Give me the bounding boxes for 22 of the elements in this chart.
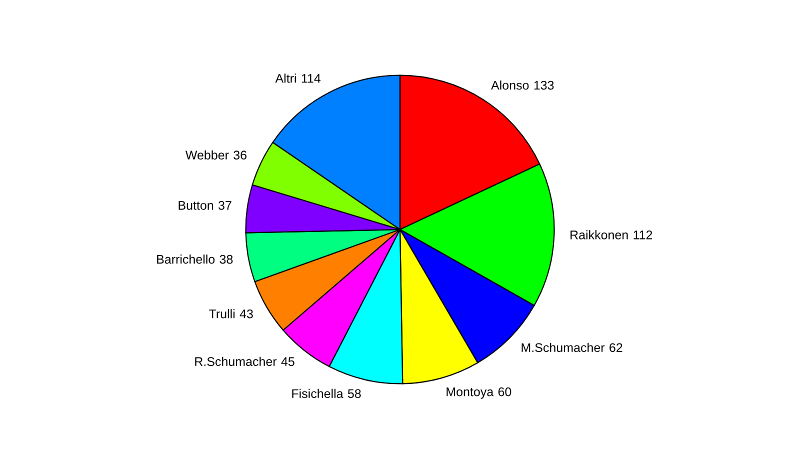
slice-label: Raikkonen — [570, 230, 628, 240]
slice-label: Webber — [185, 150, 229, 160]
slice-label: Montoya — [446, 388, 494, 399]
slice-label: Alonso — [491, 80, 529, 90]
data-label: 58 — [348, 389, 361, 398]
slice-label: Fisichella — [292, 388, 344, 398]
data-label: 38 — [220, 254, 233, 264]
slice-label: Barrichello — [157, 254, 215, 264]
data-label: 114 — [302, 74, 321, 83]
data-label: 37 — [218, 200, 232, 210]
data-label: 43 — [240, 309, 253, 318]
data-label: 45 — [281, 357, 294, 366]
data-label: 112 — [634, 230, 652, 240]
data-label: 60 — [498, 387, 512, 396]
slice-label: Altri — [275, 74, 296, 83]
slice-label: R.Schumacher — [195, 356, 277, 366]
slice-label: Button — [178, 201, 214, 210]
data-label: 62 — [610, 343, 622, 352]
data-label: 133 — [534, 80, 554, 90]
data-label: 36 — [234, 150, 246, 160]
slice-label: M.Schumacher — [522, 342, 605, 352]
slice-label: Trulli — [209, 309, 235, 318]
